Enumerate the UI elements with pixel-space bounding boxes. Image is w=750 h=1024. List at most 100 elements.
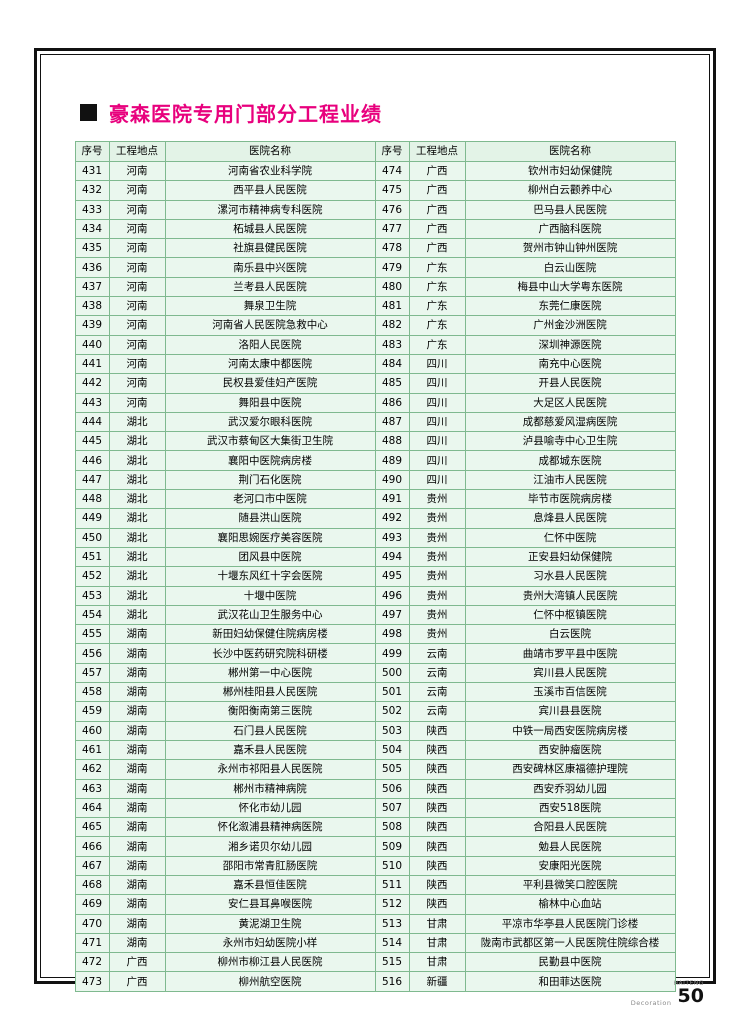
cell-seq-right: 500 (374, 662, 410, 684)
cell-hospital-left: 永州市妇幼医院小样 (164, 932, 376, 954)
table-row: 445 湖北 武汉市蔡甸区大集街卫生院 488 四川 泸县喻寺中心卫生院 (74, 431, 676, 452)
table-row: 462 湖南 永州市祁阳县人民医院 505 陕西 西安碑林区康福德护理院 (74, 759, 676, 780)
cell-hospital-left: 民权县爱佳妇产医院 (164, 373, 376, 394)
cell-hospital-left: 嘉禾县恒佳医院 (164, 874, 376, 896)
cell-seq-right: 481 (374, 296, 410, 317)
cell-location-left: 河南 (108, 180, 166, 201)
cell-seq-right: 485 (374, 373, 410, 394)
cell-location-left: 湖南 (108, 836, 166, 857)
cell-location-left: 湖北 (108, 411, 166, 433)
cell-hospital-left: 柳州市柳江县人民医院 (164, 952, 376, 973)
col-header-hospital-left: 医院名称 (164, 141, 376, 162)
table-row: 438 河南 舞泉卫生院 481 广东 东莞仁康医院 (74, 296, 676, 317)
cell-hospital-right: 巴马县人民医院 (464, 199, 676, 220)
cell-hospital-right: 仁怀中医院 (464, 527, 676, 548)
cell-hospital-left: 襄阳中医院病房楼 (164, 450, 376, 471)
table-row: 448 湖北 老河口市中医院 491 贵州 毕节市医院病房楼 (74, 489, 676, 510)
cell-hospital-left: 柳州航空医院 (164, 971, 376, 992)
cell-location-right: 贵州 (408, 527, 466, 548)
cell-seq-left: 467 (74, 855, 110, 876)
cell-location-left: 广西 (108, 952, 166, 973)
table-header: 序号 工程地点 医院名称 序号 工程地点 医院名称 (74, 141, 676, 162)
cell-seq-right: 484 (374, 353, 410, 375)
cell-location-right: 甘肃 (408, 913, 466, 934)
table-row: 454 湖北 武汉花山卫生服务中心 497 贵州 仁怀中枢镇医院 (74, 604, 676, 626)
cell-hospital-right: 白云山医院 (464, 257, 676, 278)
table-row: 466 湖南 湘乡诺贝尔幼儿园 509 陕西 勉县人民医院 (74, 836, 676, 857)
cell-seq-left: 440 (74, 334, 110, 355)
cell-seq-right: 499 (374, 643, 410, 664)
table-row: 452 湖北 十堰东风红十字会医院 495 贵州 习水县人民医院 (74, 566, 676, 587)
table-row: 467 湖南 邵阳市常青肛肠医院 510 陕西 安康阳光医院 (74, 855, 676, 876)
cell-location-right: 陕西 (408, 720, 466, 741)
cell-hospital-left: 衡阳衡南第三医院 (164, 701, 376, 722)
col-header-seq-right: 序号 (374, 141, 410, 162)
cell-location-right: 云南 (408, 662, 466, 684)
cell-seq-left: 465 (74, 817, 110, 838)
cell-hospital-right: 合阳县人民医院 (464, 817, 676, 838)
cell-location-right: 陕西 (408, 855, 466, 876)
cell-location-right: 贵州 (408, 508, 466, 529)
cell-location-left: 河南 (108, 373, 166, 394)
cell-location-left: 湖南 (108, 932, 166, 954)
cell-location-right: 广西 (408, 180, 466, 201)
cell-location-right: 新疆 (408, 971, 466, 992)
cell-seq-right: 504 (374, 739, 410, 761)
cell-seq-left: 469 (74, 894, 110, 915)
cell-hospital-left: 漯河市精神病专科医院 (164, 199, 376, 220)
table-row: 446 湖北 襄阳中医院病房楼 489 四川 成都城东医院 (74, 450, 676, 471)
cell-hospital-right: 安康阳光医院 (464, 855, 676, 876)
cell-seq-left: 432 (74, 180, 110, 201)
table-row: 434 河南 柘城县人民医院 477 广西 广西脑科医院 (74, 218, 676, 240)
table-row: 440 河南 洛阳人民医院 483 广东 深圳神源医院 (74, 334, 676, 355)
cell-location-right: 甘肃 (408, 952, 466, 973)
cell-seq-left: 446 (74, 450, 110, 471)
footer-brand-line2: Decoration (630, 998, 672, 1007)
cell-seq-left: 431 (74, 160, 110, 182)
cell-hospital-right: 平利县微笑口腔医院 (464, 874, 676, 896)
table-row: 437 河南 兰考县人民医院 480 广东 梅县中山大学粤东医院 (74, 276, 676, 298)
table-row: 468 湖南 嘉禾县恒佳医院 511 陕西 平利县微笑口腔医院 (74, 874, 676, 896)
cell-seq-left: 443 (74, 392, 110, 413)
cell-seq-left: 448 (74, 489, 110, 510)
table-row: 432 河南 西平县人民医院 475 广西 柳州白云颧养中心 (74, 180, 676, 201)
col-header-location-left: 工程地点 (108, 141, 166, 162)
cell-hospital-right: 和田菲达医院 (464, 971, 676, 992)
cell-hospital-right: 开县人民医院 (464, 373, 676, 394)
cell-hospital-right: 贺州市钟山钟州医院 (464, 238, 676, 259)
cell-hospital-right: 梅县中山大学粤东医院 (464, 276, 676, 298)
cell-seq-left: 455 (74, 624, 110, 645)
cell-seq-right: 492 (374, 508, 410, 529)
cell-seq-left: 449 (74, 508, 110, 529)
cell-location-left: 湖北 (108, 527, 166, 548)
cell-seq-left: 445 (74, 431, 110, 452)
table-row: 458 湖南 郴州桂阳县人民医院 501 云南 玉溪市百信医院 (74, 682, 676, 703)
cell-hospital-right: 民勤县中医院 (464, 952, 676, 973)
cell-seq-left: 466 (74, 836, 110, 857)
cell-location-right: 四川 (408, 469, 466, 491)
cell-hospital-left: 河南省农业科学院 (164, 160, 376, 182)
cell-seq-left: 456 (74, 643, 110, 664)
table-row: 451 湖北 团风县中医院 494 贵州 正安县妇幼保健院 (74, 546, 676, 568)
cell-hospital-left: 湘乡诺贝尔幼儿园 (164, 836, 376, 857)
table-row: 441 河南 河南太康中都医院 484 四川 南充中心医院 (74, 353, 676, 375)
cell-location-left: 湖南 (108, 624, 166, 645)
table-row: 436 河南 南乐县中兴医院 479 广东 白云山医院 (74, 257, 676, 278)
col-header-location-right: 工程地点 (408, 141, 466, 162)
cell-hospital-right: 玉溪市百信医院 (464, 682, 676, 703)
cell-location-left: 湖北 (108, 450, 166, 471)
cell-location-right: 陕西 (408, 836, 466, 857)
cell-seq-left: 439 (74, 315, 110, 336)
cell-location-left: 湖北 (108, 489, 166, 510)
cell-hospital-left: 襄阳思婉医疗美容医院 (164, 527, 376, 548)
table-row: 463 湖南 郴州市精神病院 506 陕西 西安乔羽幼儿园 (74, 778, 676, 799)
cell-location-right: 贵州 (408, 489, 466, 510)
table-row: 460 湖南 石门县人民医院 503 陕西 中铁一局西安医院病房楼 (74, 720, 676, 741)
cell-seq-left: 457 (74, 662, 110, 684)
cell-seq-left: 460 (74, 720, 110, 741)
cell-seq-left: 458 (74, 682, 110, 703)
cell-seq-left: 444 (74, 411, 110, 433)
table-row: 461 湖南 嘉禾县人民医院 504 陕西 西安肿瘤医院 (74, 739, 676, 761)
cell-hospital-right: 成都城东医院 (464, 450, 676, 471)
cell-seq-left: 464 (74, 797, 110, 819)
